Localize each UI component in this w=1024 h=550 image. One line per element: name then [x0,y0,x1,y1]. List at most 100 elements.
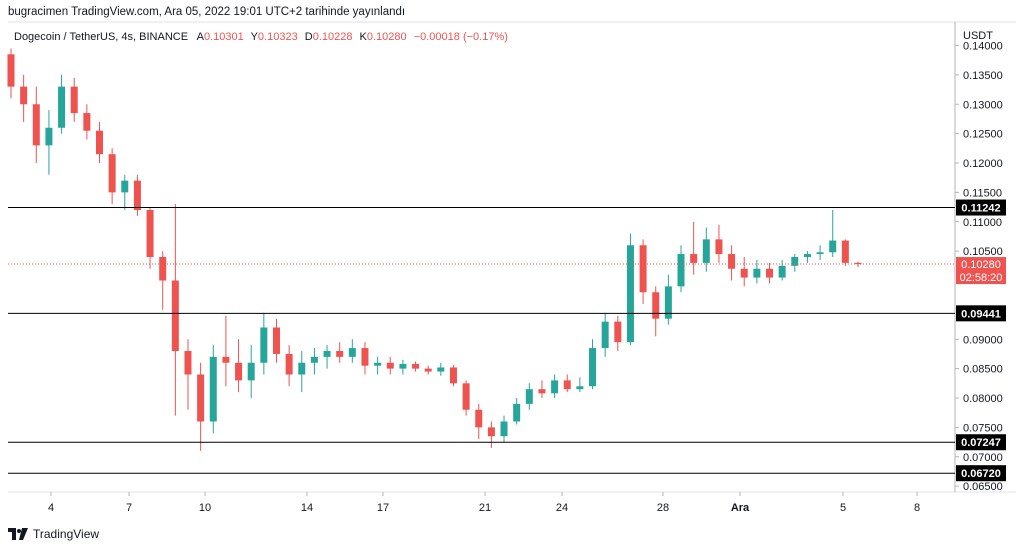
candle-body [20,86,28,105]
level-price-label: 0.11242 [961,203,1000,215]
candle-body [639,245,647,293]
currency-label: USDT [963,30,993,42]
open-label: A [196,31,204,43]
candle-body [285,353,293,375]
candle-body [108,154,116,193]
candle [399,359,407,375]
candle [740,257,748,287]
candle-body [841,240,849,263]
price-tick-label: 0.07500 [963,422,1003,434]
footer: TradingView [8,527,99,541]
candle-body [753,268,761,278]
candle-body [323,351,331,357]
time-tick-label: 8 [914,502,920,514]
candle [829,210,837,257]
candle [95,121,103,163]
price-chart[interactable]: USDT 0.14000 0.13500 0.13000 0.12500 0.12000… [0,0,1024,520]
candle [563,374,571,393]
candle-body [361,348,369,366]
candle-body [791,257,799,266]
candle-body [803,254,811,257]
price-tick-label: 0.11500 [963,187,1002,199]
candle [664,274,672,325]
level-price-tag [956,305,1006,322]
price-tick-label: 0.13000 [963,99,1003,111]
candle [235,339,243,393]
candle-body [513,403,521,422]
candle [222,315,230,387]
candle-body [475,409,483,428]
candle [146,207,154,269]
candle-body [589,348,597,387]
candle-body [551,380,559,394]
candle [70,77,78,122]
horizontal-levels: 0.11242 0.09441 0.07247 0.06720 0.1028002:58… [8,199,1006,482]
candle [614,315,622,351]
candle [500,415,508,443]
candle-body [272,327,280,354]
candle-body [538,389,546,394]
candle-body [121,180,129,193]
candle-body [766,268,774,278]
level-price-label: 0.07247 [961,437,1001,449]
candle-body [601,321,609,349]
candle [159,251,167,310]
candle-body [690,254,698,263]
candle [702,227,710,272]
candle-body [197,374,205,422]
candle [348,339,356,363]
candle [310,348,318,375]
candle-body [652,292,660,319]
candle [83,104,91,140]
candle-body [563,380,571,390]
level-price-tag [956,199,1006,216]
candle [133,174,141,216]
candle [449,365,457,387]
candle [841,239,849,266]
price-tick-label: 0.12000 [963,158,1003,170]
candle-body [500,421,508,437]
time-tick-label: 28 [657,502,669,514]
tradingview-brand: TradingView [33,527,100,541]
candle-body [728,254,736,269]
candle-body [32,104,40,146]
candle-body [184,351,192,375]
candle [298,351,306,393]
candle-body [449,367,457,384]
candle-body [437,367,445,372]
candle [32,86,40,163]
candle-body [95,130,103,155]
price-tick-label: 0.08000 [963,393,1003,405]
candle-body [159,257,167,281]
candle [639,239,647,304]
low-value: 0.10228 [312,31,353,43]
candle-body [45,127,53,146]
candle [589,339,597,390]
candle-body [58,86,66,128]
level-price-tag [956,434,1006,451]
time-tick-label: 10 [199,502,211,514]
candle-body [70,86,78,114]
candle [513,398,521,425]
candle [260,312,268,375]
candle-body [702,239,710,263]
candle [323,345,331,369]
candle [247,345,255,398]
candle [677,245,685,293]
candle-body [298,362,306,375]
low-label: D [304,31,313,43]
candle-body [235,362,243,381]
candle [197,362,205,451]
candle [424,365,432,375]
candles [7,48,862,451]
current-price-tag [956,257,1006,285]
candle-body [487,427,495,437]
candle [803,251,811,263]
candle [626,233,634,346]
candle [576,377,584,393]
candle [525,383,533,410]
open-value: 0.10301 [203,31,244,43]
candle-body [677,254,685,287]
price-axis: 0.14000 0.13500 0.13000 0.12500 0.12000 0.115… [955,41,1003,493]
publish-info: bugracimen TradingView.com, Ara 05, 2022… [8,6,406,18]
